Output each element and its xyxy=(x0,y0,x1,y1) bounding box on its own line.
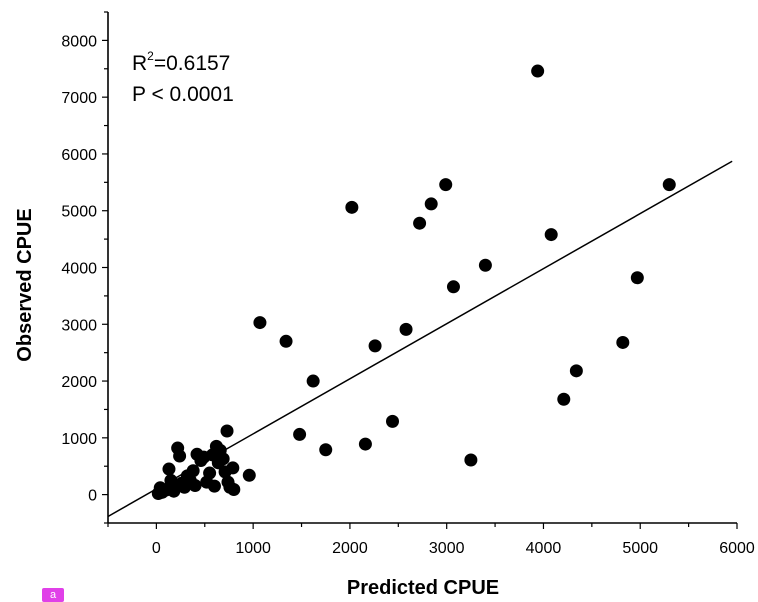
data-point xyxy=(226,461,240,475)
data-point xyxy=(413,216,427,230)
data-point xyxy=(368,339,382,353)
ticks: 0 1000 2000 3000 4000 5000 6000 0 1000 2000 3000 40… xyxy=(61,11,755,557)
data-point xyxy=(216,452,230,466)
data-point xyxy=(464,453,478,467)
data-point xyxy=(207,479,221,493)
x-tick-label: 1000 xyxy=(235,540,271,557)
data-point xyxy=(162,462,176,476)
y-tick-label: 8000 xyxy=(61,33,97,50)
data-point xyxy=(446,280,460,294)
data-point xyxy=(544,228,558,242)
data-point xyxy=(253,316,267,330)
x-tick-label: 0 xyxy=(152,540,161,557)
x-tick-label: 6000 xyxy=(719,540,755,557)
data-point xyxy=(358,437,372,451)
x-tick-label: 4000 xyxy=(526,540,562,557)
data-point xyxy=(319,443,333,457)
data-point xyxy=(242,468,256,482)
r-squared-annotation: R2=0.6157 xyxy=(132,49,230,75)
data-point xyxy=(569,364,583,378)
x-axis-title: Predicted CPUE xyxy=(347,577,499,599)
data-point xyxy=(662,178,676,192)
x-tick-label: 3000 xyxy=(429,540,465,557)
panel-tag: a xyxy=(42,588,64,602)
data-point xyxy=(399,322,413,336)
data-point xyxy=(439,178,453,192)
y-tick-label: 6000 xyxy=(61,147,97,164)
x-tick-label: 2000 xyxy=(332,540,368,557)
data-point xyxy=(188,479,202,493)
x-tick-label: 5000 xyxy=(622,540,658,557)
y-tick-label: 4000 xyxy=(61,261,97,278)
data-point xyxy=(557,392,571,406)
data-point xyxy=(203,466,217,480)
data-point xyxy=(173,449,187,463)
data-point xyxy=(630,271,644,285)
y-tick-label: 3000 xyxy=(61,317,97,334)
y-tick-label: 5000 xyxy=(61,204,97,221)
data-point xyxy=(424,197,438,211)
data-point xyxy=(220,424,234,438)
data-point xyxy=(478,258,492,272)
y-tick-label: 2000 xyxy=(61,374,97,391)
data-point xyxy=(186,464,200,478)
data-point xyxy=(306,374,320,388)
y-axis-title: Observed CPUE xyxy=(14,208,36,361)
data-point xyxy=(293,427,307,441)
data-point xyxy=(227,483,241,497)
data-point xyxy=(616,335,630,349)
data-point xyxy=(531,64,545,78)
y-tick-label: 0 xyxy=(88,488,97,505)
y-tick-label: 7000 xyxy=(61,90,97,107)
data-point xyxy=(345,200,359,214)
data-point xyxy=(386,414,400,428)
data-point xyxy=(279,334,293,348)
data-points xyxy=(151,64,676,500)
y-tick-label: 1000 xyxy=(61,431,97,448)
p-value-annotation: P < 0.0001 xyxy=(132,83,234,106)
